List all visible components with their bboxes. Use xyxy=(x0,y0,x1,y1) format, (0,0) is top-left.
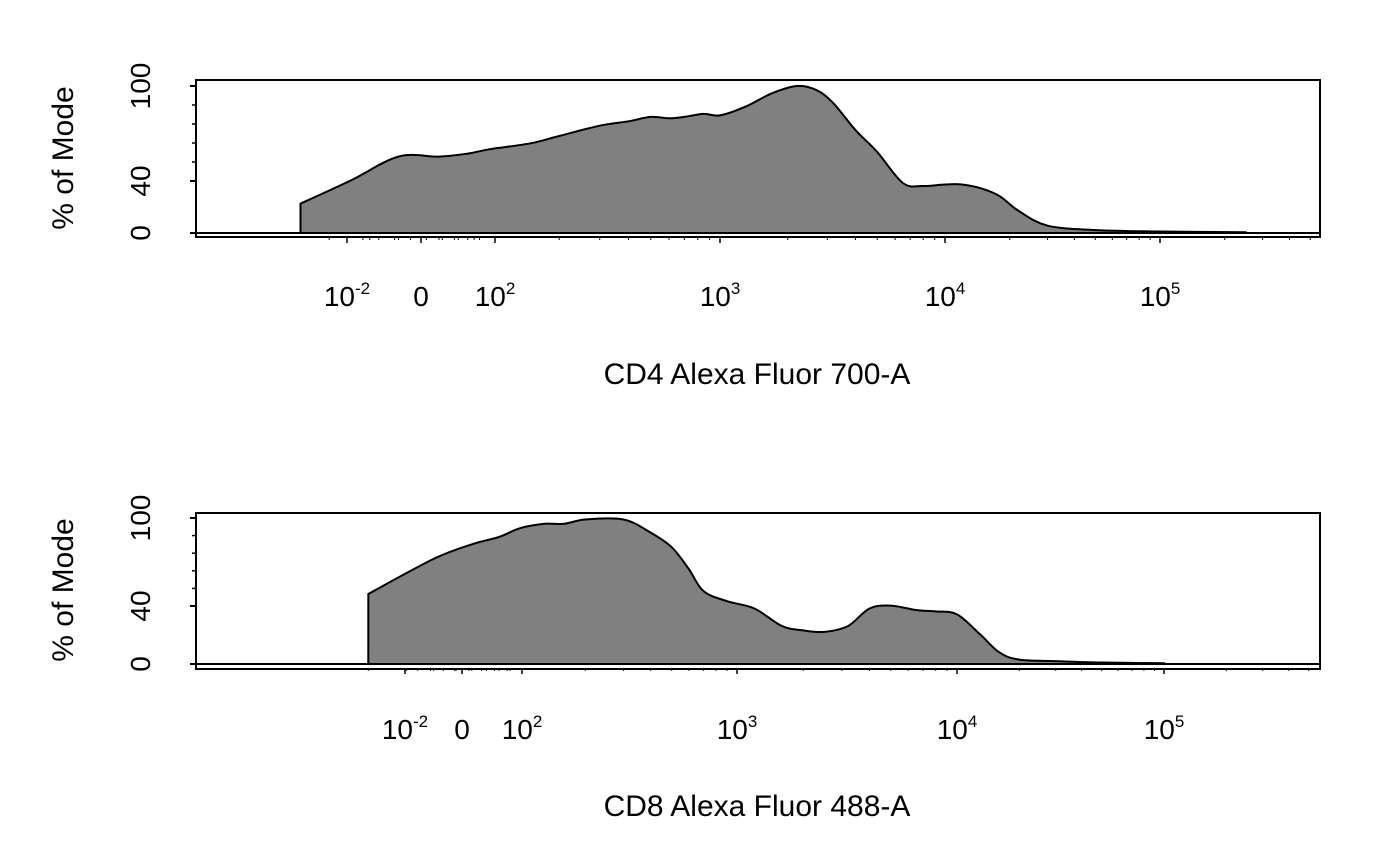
y-axis-ticks: 0 40 100 xyxy=(125,495,196,672)
x-axis-title: CD8 Alexa Fluor 488-A xyxy=(604,790,911,823)
x-tick-label: 104 xyxy=(925,279,966,312)
y-tick-label: 100 xyxy=(125,63,156,110)
x-tick-label: 105 xyxy=(1140,279,1181,312)
cd8-histogram-panel: 0 40 100 10-2 0 102 103 104 105 % of Mode CD8 A… xyxy=(47,495,1321,823)
histogram-area xyxy=(299,84,1247,234)
plot-frame xyxy=(195,79,1321,238)
y-tick-label: 0 xyxy=(125,225,156,241)
cd4-histogram-panel: 0 40 100 10-2 0 102 103 104 105 % of Mode CD4 A… xyxy=(47,63,1321,391)
x-tick-label: 102 xyxy=(475,279,516,312)
y-axis-ticks: 0 40 100 xyxy=(125,63,196,241)
y-tick-label: 100 xyxy=(125,495,156,542)
plot-frame xyxy=(195,512,1321,670)
histogram-area xyxy=(367,517,1165,665)
x-tick-label: 10-2 xyxy=(324,279,370,312)
y-axis-title: % of Mode xyxy=(47,86,80,229)
y-tick-label: 40 xyxy=(125,165,156,196)
x-tick-label: 103 xyxy=(717,712,758,745)
x-tick-label: 103 xyxy=(700,279,741,312)
y-axis-title: % of Mode xyxy=(47,518,80,661)
x-tick-label: 104 xyxy=(937,712,978,745)
x-tick-label: 0 xyxy=(413,281,429,312)
x-axis-title: CD4 Alexa Fluor 700-A xyxy=(604,358,911,391)
x-tick-label: 105 xyxy=(1144,712,1185,745)
x-tick-label: 102 xyxy=(502,712,543,745)
y-tick-label: 0 xyxy=(125,656,156,672)
x-axis-ticks: 10-2 0 102 103 104 105 xyxy=(367,668,1310,745)
y-tick-label: 40 xyxy=(125,590,156,621)
x-tick-label: 0 xyxy=(454,714,470,745)
x-axis-ticks: 10-2 0 102 103 104 105 xyxy=(324,237,1311,312)
x-tick-label: 10-2 xyxy=(382,712,428,745)
